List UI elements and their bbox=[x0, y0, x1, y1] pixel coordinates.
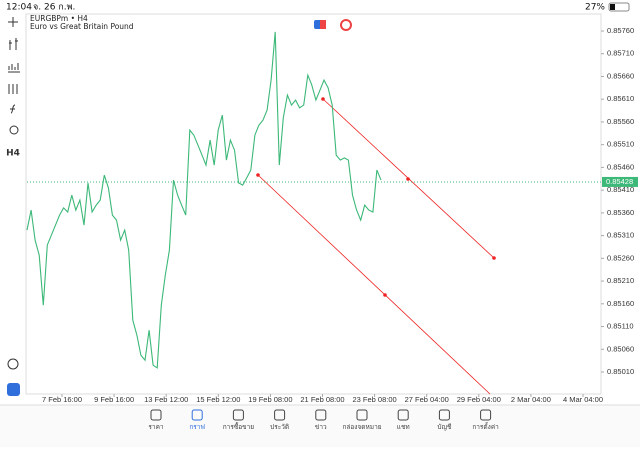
app-icon[interactable] bbox=[7, 383, 20, 396]
tab-label[interactable]: ข่าว bbox=[315, 423, 327, 431]
symbol-title: EURGBPm • H4 bbox=[30, 14, 88, 23]
battery-icon bbox=[608, 2, 630, 12]
y-tick-label: 0.85060 bbox=[607, 344, 634, 353]
tab-icon[interactable] bbox=[150, 409, 162, 421]
price-line bbox=[26, 31, 382, 369]
tab-icon[interactable] bbox=[315, 409, 327, 421]
timeframe-button[interactable]: H4 bbox=[6, 149, 20, 159]
crosshair-tool[interactable] bbox=[8, 17, 18, 27]
tab-icon[interactable] bbox=[397, 409, 409, 421]
tab-icon[interactable] bbox=[356, 409, 368, 421]
left-toolbar bbox=[7, 17, 20, 370]
x-tick-label: 23 Feb 08:00 bbox=[352, 395, 396, 404]
chart-frame bbox=[25, 13, 602, 395]
x-tick-label: 15 Feb 12:00 bbox=[196, 395, 240, 404]
y-tick-label: 0.85010 bbox=[607, 367, 634, 376]
y-tick-label: 0.85360 bbox=[607, 208, 634, 217]
status-date: จ. 26 ก.พ. bbox=[33, 3, 75, 13]
status-time: 12:04 bbox=[6, 3, 32, 13]
tab-label[interactable]: ประวัติ bbox=[270, 423, 289, 431]
x-tick-label: 21 Feb 08:00 bbox=[300, 395, 344, 404]
tab-label[interactable]: การตั้งค่า bbox=[472, 422, 499, 431]
y-tick-label: 0.85510 bbox=[607, 140, 634, 149]
buy-button[interactable] bbox=[320, 20, 326, 29]
y-tick-label: 0.85560 bbox=[607, 117, 634, 126]
tab-icon[interactable] bbox=[438, 409, 450, 421]
speed-tool[interactable] bbox=[7, 358, 19, 370]
tab-icon[interactable] bbox=[480, 409, 492, 421]
status-battery: 27% bbox=[585, 3, 605, 13]
one-click-icon[interactable] bbox=[340, 19, 352, 31]
tab-label[interactable]: บัญชี bbox=[437, 423, 452, 431]
trend-point bbox=[383, 293, 387, 297]
function-tool[interactable] bbox=[10, 104, 16, 114]
x-tick-label: 2 Mar 04:00 bbox=[511, 395, 551, 404]
trend-line bbox=[257, 174, 491, 395]
y-tick-label: 0.85710 bbox=[607, 49, 634, 58]
x-tick-label: 19 Feb 08:00 bbox=[248, 395, 292, 404]
trend-point bbox=[406, 177, 410, 181]
tab-icon[interactable] bbox=[191, 409, 203, 421]
x-tick-label: 7 Feb 16:00 bbox=[42, 395, 82, 404]
tab-icon[interactable] bbox=[274, 409, 286, 421]
y-tick-label: 0.85760 bbox=[607, 26, 634, 35]
x-tick-label: 29 Feb 04:00 bbox=[457, 395, 501, 404]
trend-point bbox=[321, 97, 325, 101]
tab-label[interactable]: การซื้อขาย bbox=[223, 422, 254, 431]
tab-label[interactable]: กล่องจดหมาย bbox=[342, 423, 381, 431]
x-tick-label: 13 Feb 12:00 bbox=[144, 395, 188, 404]
y-tick-label: 0.85610 bbox=[607, 94, 634, 103]
trend-point bbox=[492, 256, 496, 260]
params-tool[interactable] bbox=[8, 84, 18, 94]
trend-point bbox=[256, 173, 260, 177]
y-tick-label: 0.85660 bbox=[607, 71, 634, 80]
objects-tool[interactable] bbox=[9, 125, 19, 135]
y-tick-label: 0.85110 bbox=[607, 322, 634, 331]
trend-lines bbox=[257, 98, 495, 395]
last-price-tag bbox=[602, 176, 638, 187]
y-tick-label: 0.85160 bbox=[607, 299, 634, 308]
tab-label[interactable]: ราคา bbox=[148, 423, 163, 431]
y-tick-label: 0.85410 bbox=[607, 185, 634, 194]
trend-points bbox=[256, 97, 496, 297]
y-tick-label: 0.85310 bbox=[607, 231, 634, 240]
symbol-subtitle: Euro vs Great Britain Pound bbox=[30, 22, 134, 31]
tab-label[interactable]: แชท bbox=[397, 423, 410, 431]
volume-tool[interactable] bbox=[8, 63, 20, 73]
tab-label[interactable]: กราฟ bbox=[189, 423, 205, 431]
x-tick-label: 4 Mar 04:00 bbox=[563, 395, 603, 404]
battery-level bbox=[610, 4, 615, 10]
tab-bar bbox=[0, 405, 640, 447]
y-tick-label: 0.85460 bbox=[607, 162, 634, 171]
y-tick-label: 0.85260 bbox=[607, 253, 634, 262]
tab-icon[interactable] bbox=[232, 409, 244, 421]
x-tick-label: 9 Feb 16:00 bbox=[94, 395, 134, 404]
last-price-label: 0.85428 bbox=[606, 177, 633, 186]
y-tick-label: 0.85210 bbox=[607, 276, 634, 285]
indicator-tool[interactable] bbox=[9, 38, 18, 50]
x-tick-label: 27 Feb 04:00 bbox=[405, 395, 449, 404]
